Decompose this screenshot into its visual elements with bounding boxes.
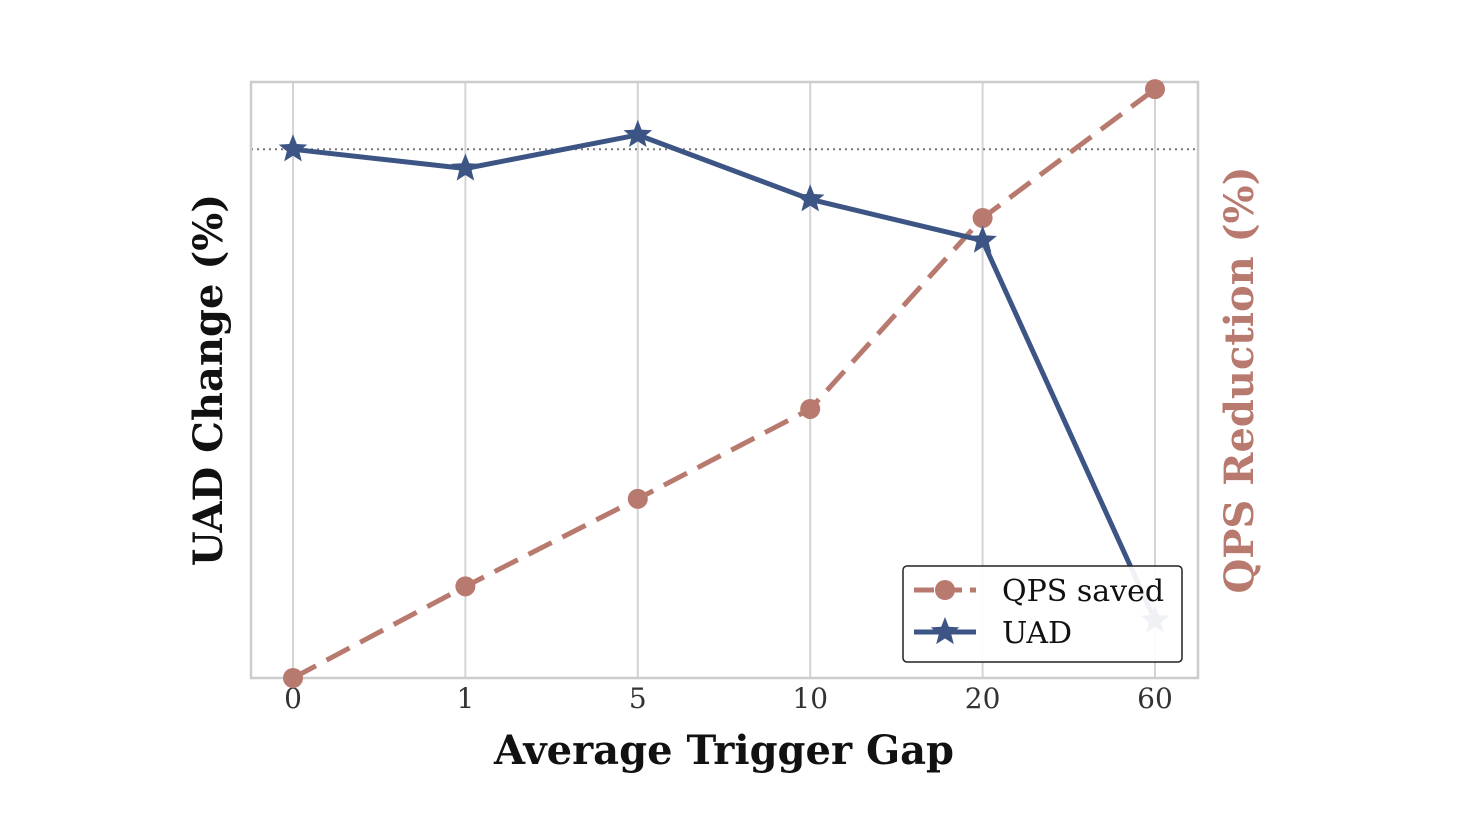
point-uad-20 <box>968 225 997 253</box>
point-qps-saved-60 <box>1145 79 1165 100</box>
legend-label-uad: UAD <box>1002 616 1072 651</box>
point-uad-10 <box>795 184 825 212</box>
grid-layer <box>292 82 1156 678</box>
point-uad-1 <box>451 153 480 181</box>
series-uad <box>278 119 1170 633</box>
series-line-qps-saved <box>291 87 1157 681</box>
x-tick-label-1: 1 <box>456 682 474 715</box>
left-y-axis-title: UAD Change (%) <box>185 194 232 566</box>
point-uad-0 <box>278 134 308 162</box>
point-qps-saved-5 <box>627 488 648 509</box>
point-qps-saved-20 <box>972 207 993 228</box>
legend-label-qps-saved: QPS saved <box>1002 574 1164 609</box>
right-y-axis-title: QPS Reduction (%) <box>1216 166 1263 593</box>
x-tick-labels: 0 1 5 10 20 60 <box>284 682 1173 715</box>
legend-marker-1 <box>930 617 960 645</box>
legend-entry-qps-saved <box>914 580 976 600</box>
x-tick-label-20: 20 <box>965 682 1001 715</box>
x-tick-label-5: 5 <box>629 682 647 715</box>
point-qps-saved-1 <box>455 576 476 597</box>
point-qps-saved-10 <box>800 398 821 419</box>
plot-frame <box>249 80 1200 680</box>
point-uad-5 <box>623 119 653 148</box>
x-tick-label-0: 0 <box>284 682 302 715</box>
x-tick-label-10: 10 <box>792 682 828 715</box>
legend-marker-0 <box>935 580 955 600</box>
legend: QPS saved UAD <box>902 565 1183 663</box>
series-qps-saved <box>283 79 1165 688</box>
point-qps-saved-0 <box>283 668 303 688</box>
legend-entry-uad <box>914 617 976 645</box>
series-line-uad <box>292 132 1158 622</box>
x-tick-label-60: 60 <box>1137 682 1173 715</box>
x-axis-title: Average Trigger Gap <box>493 727 954 774</box>
